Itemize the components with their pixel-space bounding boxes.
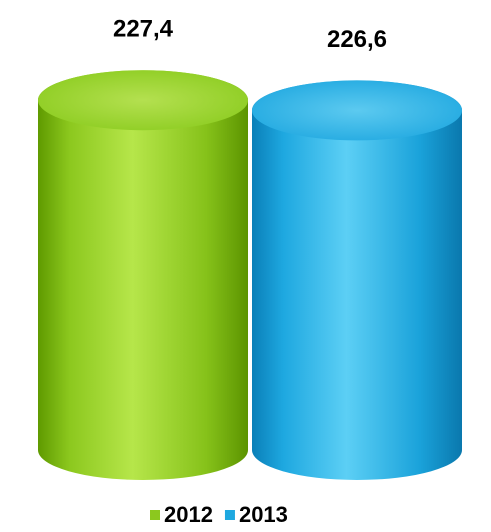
bar-top	[252, 80, 462, 141]
value-label: 227,4	[113, 16, 174, 43]
bar	[252, 80, 462, 480]
bar	[38, 70, 248, 481]
legend-label: 2013	[239, 502, 288, 527]
bar-top	[38, 70, 248, 131]
value-label: 226,6	[327, 26, 387, 53]
legend-label: 2012	[164, 502, 213, 527]
legend-swatch	[224, 510, 235, 520]
legend-swatch	[150, 510, 160, 520]
